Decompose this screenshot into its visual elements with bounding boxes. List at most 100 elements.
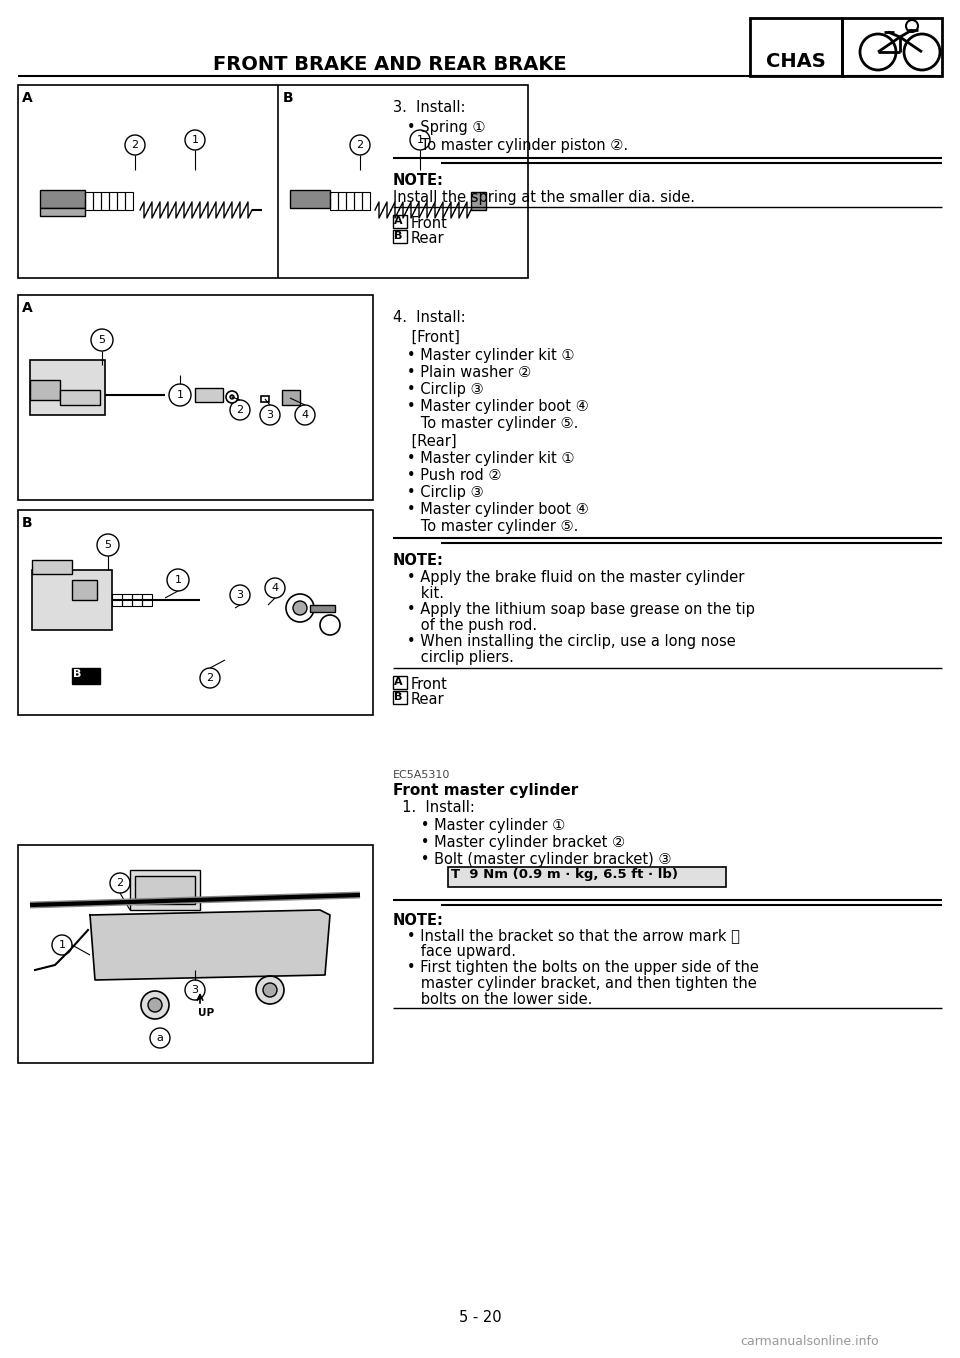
Text: 1: 1 [191,134,199,145]
Text: Rear: Rear [411,693,444,708]
Text: • Master cylinder ①: • Master cylinder ① [393,818,565,832]
Text: 2: 2 [116,879,124,888]
Text: • Circlip ③: • Circlip ③ [393,382,484,397]
Bar [282,390,300,405]
Circle shape [906,20,918,33]
Text: 5: 5 [105,540,111,550]
Text: • Master cylinder kit ①: • Master cylinder kit ① [393,451,574,466]
Bar [117,191,125,210]
Text: 3: 3 [191,985,199,995]
Bar [18,86,528,278]
Circle shape [295,405,315,425]
Bar [130,870,200,910]
Circle shape [860,34,896,71]
Bar [362,191,370,210]
Bar [85,191,93,210]
Text: Front master cylinder: Front master cylinder [393,784,578,799]
Text: • Master cylinder boot ④: • Master cylinder boot ④ [393,502,588,517]
Text: 2: 2 [132,140,138,149]
Text: UP: UP [198,1008,214,1018]
Bar [40,190,85,208]
Bar [346,191,354,210]
Bar [132,593,142,606]
Text: 3: 3 [236,589,244,600]
Text: • Bolt (master cylinder bracket) ③: • Bolt (master cylinder bracket) ③ [393,851,671,866]
Circle shape [150,1028,170,1048]
Text: [Rear]: [Rear] [393,435,457,449]
Text: A: A [394,216,402,225]
Circle shape [148,998,162,1012]
Circle shape [52,936,72,955]
Bar [290,190,330,208]
Bar [842,18,942,76]
Text: • Circlip ③: • Circlip ③ [393,485,484,500]
Bar [18,511,373,716]
Circle shape [230,585,250,606]
Circle shape [230,401,250,420]
Text: bolts on the lower side.: bolts on the lower side. [393,991,592,1008]
Bar [30,360,105,416]
Text: CHAS: CHAS [766,52,826,71]
Text: EC5A5310: EC5A5310 [393,770,450,779]
Bar [393,676,407,689]
Bar [750,18,842,76]
Text: 1: 1 [177,390,183,401]
Text: B: B [22,516,33,530]
Text: circlip pliers.: circlip pliers. [393,650,514,665]
Text: Front: Front [411,216,448,231]
Text: A: A [22,301,33,315]
Bar [330,191,338,210]
Text: 1.  Install:: 1. Install: [393,800,475,815]
Bar [60,390,100,405]
Text: Rear: Rear [411,231,444,246]
Circle shape [141,991,169,1018]
Bar [142,593,152,606]
Circle shape [410,130,430,149]
Text: To master cylinder ⑤.: To master cylinder ⑤. [393,416,578,430]
Circle shape [97,534,119,555]
Text: master cylinder bracket, and then tighten the: master cylinder bracket, and then tighte… [393,976,756,991]
Text: A: A [22,91,33,105]
Text: 3: 3 [267,410,274,420]
Text: B: B [394,693,402,702]
Text: Front: Front [411,678,448,693]
Bar [471,191,486,210]
Circle shape [293,602,307,615]
Bar [32,570,112,630]
Bar [393,215,407,228]
Bar [135,876,195,904]
Text: 4.  Install:: 4. Install: [393,310,466,325]
Text: a: a [156,1033,163,1043]
Text: 2: 2 [236,405,244,416]
Bar [261,397,269,402]
Circle shape [226,391,238,403]
Text: 2: 2 [206,674,213,683]
Text: FRONT BRAKE AND REAR BRAKE: FRONT BRAKE AND REAR BRAKE [213,56,566,73]
Circle shape [260,405,280,425]
Circle shape [185,980,205,999]
Bar [112,593,122,606]
Bar [195,388,223,402]
Bar [93,191,101,210]
Text: 5 - 20: 5 - 20 [459,1310,501,1325]
Text: NOTE:: NOTE: [393,913,444,928]
Bar [32,559,72,574]
Text: kit.: kit. [393,587,444,602]
Text: 2: 2 [356,140,364,149]
Bar [109,191,117,210]
Text: • Master cylinder boot ④: • Master cylinder boot ④ [393,399,588,414]
Text: To master cylinder piston ②.: To master cylinder piston ②. [393,139,628,153]
Circle shape [125,134,145,155]
Text: B: B [394,231,402,240]
Text: B: B [283,91,294,105]
Bar [393,230,407,243]
Bar [354,191,362,210]
Text: carmanualsonline.info: carmanualsonline.info [741,1335,879,1348]
Text: • Push rod ②: • Push rod ② [393,469,501,483]
Text: 1: 1 [175,574,181,585]
Bar [448,866,726,887]
Circle shape [286,593,314,622]
Bar [101,191,109,210]
Text: face upward.: face upward. [393,944,516,959]
Bar [18,845,373,1063]
